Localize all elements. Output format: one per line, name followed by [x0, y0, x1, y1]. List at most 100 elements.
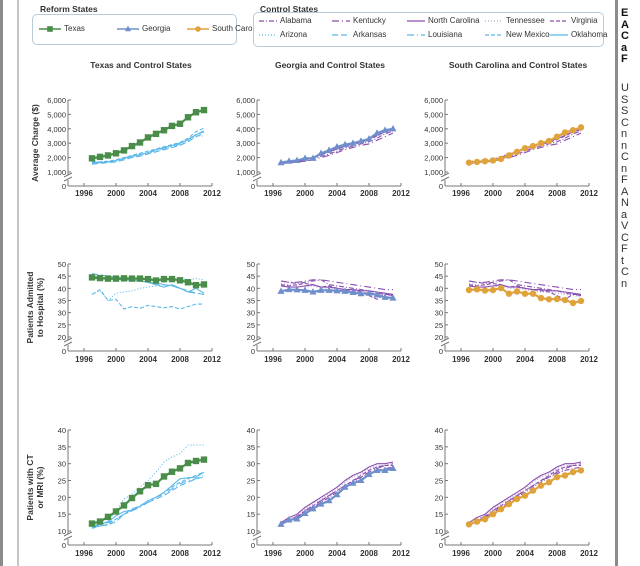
legend-label: Oklahoma: [571, 30, 608, 39]
x-tick-label: 2000: [296, 189, 314, 198]
texas-marker: [120, 147, 128, 154]
georgia-marker: [325, 286, 333, 293]
texas-marker: [96, 518, 104, 525]
series-line-virginia: [280, 282, 393, 300]
series-line-arizona: [91, 278, 205, 302]
texas-marker: [88, 274, 96, 281]
south-carolina-marker: [489, 157, 497, 164]
texas-marker: [200, 456, 208, 463]
y-tick-label: 35: [435, 443, 443, 452]
georgia-marker: [365, 289, 373, 296]
south-carolina-marker: [553, 473, 561, 481]
chart-panel-tx-ct: Patients with CT or MRI (%) 0 10 15 20 25 30 35 4…: [25, 426, 221, 558]
arizona-legend-swatch: [259, 33, 277, 36]
georgia-marker: [124, 25, 132, 31]
y-tick-label: 40: [58, 284, 66, 293]
north-carolina-legend-swatch: [407, 19, 425, 22]
georgia-marker: [301, 509, 309, 517]
x-tick-label: 2004: [516, 355, 534, 364]
legend-label: South Carolina: [212, 24, 265, 33]
series-line-south-carolina: [468, 126, 582, 164]
x-tick-label: 2004: [328, 549, 346, 558]
south-carolina-marker: [505, 152, 513, 159]
texas-marker: [160, 275, 168, 283]
x-tick-label: 2008: [548, 189, 566, 198]
y-tick-label: 4,000: [424, 125, 443, 134]
georgia-marker: [341, 140, 349, 148]
x-tick-label: 2008: [360, 189, 378, 198]
south-carolina-marker: [553, 133, 561, 140]
y-tick-label: 45: [435, 272, 443, 281]
x-tick-label: 2012: [580, 189, 598, 198]
texas-marker: [47, 25, 53, 32]
axis-break-icon: [440, 337, 450, 347]
series-line-alabama: [280, 279, 394, 297]
series-line-kentucky: [280, 279, 393, 291]
chart-panel-ga-admit: 0 20 25 30 35 40 45 50 1996 2000 2004 2008 2012: [247, 260, 411, 364]
y-tick-label: 25: [435, 321, 443, 330]
georgia-marker: [301, 286, 309, 293]
y-tick-label: 3,000: [236, 139, 255, 148]
south-carolina-marker: [473, 286, 481, 293]
series-line-alabama: [280, 130, 394, 164]
y-tick-label: 5,000: [236, 110, 255, 119]
side-text-fragment: a: [621, 208, 628, 221]
texas-marker: [104, 513, 112, 521]
south-carolina-marker: [513, 495, 521, 503]
georgia-marker: [357, 289, 365, 297]
texas-marker: [128, 494, 136, 502]
south-carolina-marker: [489, 510, 497, 518]
x-tick-label: 2008: [171, 189, 189, 198]
legend-label: Kentucky: [353, 16, 386, 25]
y-tick-label: 35: [247, 443, 255, 452]
texas-marker: [112, 275, 120, 282]
louisiana-legend-swatch: [407, 33, 425, 36]
legend-item-texas: Texas: [39, 24, 85, 33]
georgia-marker: [357, 476, 365, 484]
x-tick-label: 1996: [452, 355, 470, 364]
control-legend: Alabama Kentucky North Carolina Tennessee Vi…: [253, 12, 608, 47]
south-carolina-marker: [521, 492, 529, 499]
y-tick-label: 25: [247, 477, 255, 486]
y-tick-label: 30: [435, 460, 443, 469]
south-carolina-marker: [513, 148, 521, 156]
x-tick-label: 2000: [296, 355, 314, 364]
series-line-arizona: [91, 444, 204, 529]
georgia-marker: [309, 288, 317, 295]
south-carolina-marker: [577, 467, 585, 474]
axis-break-icon: [63, 172, 73, 182]
y-tick-label: 30: [247, 460, 255, 469]
x-tick-label: 2000: [107, 549, 125, 558]
south-carolina-marker: [465, 521, 473, 528]
south-carolina-marker: [465, 159, 473, 166]
y-tick-label: 25: [247, 321, 255, 330]
x-tick-label: 1996: [75, 549, 93, 558]
x-tick-label: 2012: [392, 355, 410, 364]
south-carolina-marker: [473, 158, 481, 166]
axis-break-icon: [252, 337, 262, 347]
series-line-virginia: [468, 464, 581, 525]
x-tick-label: 1996: [264, 189, 282, 198]
series-line-north-carolina: [468, 461, 582, 524]
georgia-marker: [285, 157, 293, 164]
georgia-marker: [285, 516, 293, 523]
x-tick-label: 2012: [203, 189, 221, 198]
series-line-tennessee: [468, 463, 582, 524]
left-panel-divider: [17, 0, 19, 566]
georgia-marker: [341, 483, 349, 490]
y-axis-label: Patients Admitted: [25, 272, 35, 344]
texas-marker: [176, 465, 184, 472]
series-line-tennessee: [280, 463, 394, 524]
y-tick-label: 35: [58, 443, 66, 452]
x-tick-label: 2012: [580, 549, 598, 558]
side-text-fragment: F: [621, 243, 628, 255]
x-tick-label: 2012: [203, 355, 221, 364]
reform-legend: Texas Georgia South Carolina: [32, 14, 265, 45]
georgia-marker: [365, 470, 373, 477]
x-tick-label: 2000: [107, 355, 125, 364]
side-text-fragment: n: [621, 128, 628, 140]
x-tick-label: 2004: [328, 189, 346, 198]
y-tick-label: 30: [247, 309, 255, 318]
axis-break-icon: [440, 531, 450, 541]
axis-break-icon: [252, 531, 262, 541]
